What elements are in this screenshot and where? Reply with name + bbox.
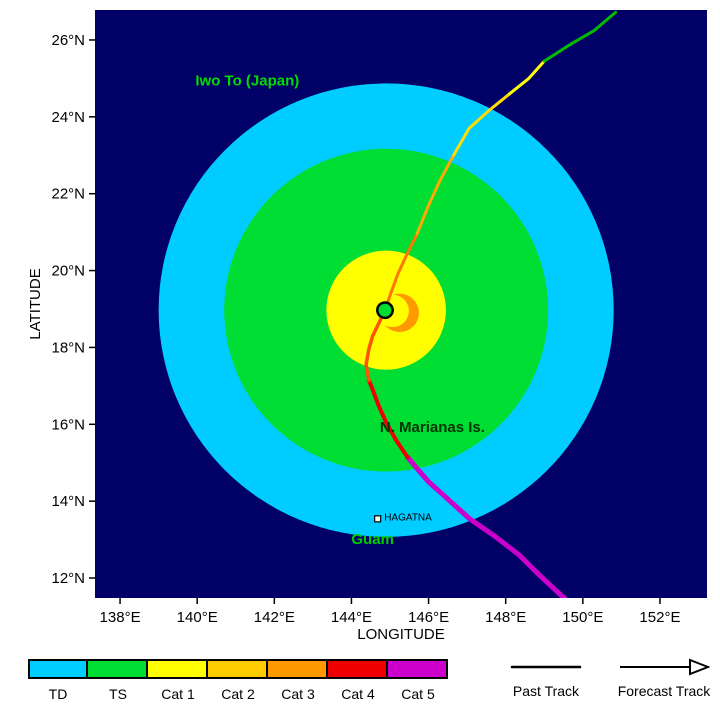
plot-area: Iwo To (Japan) N. Marianas Is. Guam HAGATNA <box>158 10 618 598</box>
map-label: HAGATNA <box>384 512 432 523</box>
legend-label: TS <box>109 686 127 702</box>
lon-tick-label: 152°E <box>639 609 680 626</box>
intensity-legend: TD TS Cat 1 Cat 2 Cat 3 Cat 4 Cat 5 Past Track… <box>0 645 720 710</box>
track-segment-cat5 <box>404 454 568 598</box>
lat-tick-label: 20°N <box>51 263 85 280</box>
lon-tick-label: 140°E <box>177 609 218 626</box>
track-segment-forecast-4 <box>508 59 546 96</box>
legend-label: Cat 4 <box>341 686 375 702</box>
legend-swatch <box>148 659 208 679</box>
x-axis-title: LONGITUDE <box>357 626 445 643</box>
lon-tick-label: 144°E <box>331 609 372 626</box>
track-segment-cat3 <box>364 308 387 382</box>
legend-label: TD <box>48 686 68 702</box>
forecast-track-legend: Forecast Track <box>612 657 716 699</box>
track-segment-forecast-1 <box>383 232 419 312</box>
intensity-color-bar: TD TS Cat 1 Cat 2 Cat 3 Cat 4 Cat 5 <box>28 659 448 702</box>
track-map: LATITUDE LONGITUDE Iwo To (Japan) N. Mari… <box>27 10 707 643</box>
storm-center-marker <box>376 301 394 320</box>
legend-label: Cat 2 <box>221 686 255 702</box>
legend-swatch <box>268 659 328 679</box>
legend-swatch <box>28 659 88 679</box>
lon-tick-label: 150°E <box>562 609 603 626</box>
legend-item-td: TD <box>28 659 88 702</box>
legend-swatch <box>208 659 268 679</box>
legend-item-cat-3: Cat 3 <box>268 659 328 702</box>
past-track-legend: Past Track <box>498 657 594 699</box>
legend-item-ts: TS <box>88 659 148 702</box>
forecast-track-arrow-icon <box>620 658 710 676</box>
lat-tick-label: 18°N <box>51 339 85 356</box>
legend-label: Cat 1 <box>161 686 195 702</box>
past-track-label: Past Track <box>512 683 580 699</box>
y-axis-title: LATITUDE <box>27 268 44 339</box>
legend-swatch <box>328 659 388 679</box>
map-label: Guam <box>351 531 394 548</box>
lon-tick-label: 142°E <box>254 609 295 626</box>
legend-label: Cat 5 <box>401 686 435 702</box>
legend-item-cat-5: Cat 5 <box>388 659 448 702</box>
map-label: N. Marianas Is. <box>380 419 485 436</box>
map-label: Iwo To (Japan) <box>195 72 299 89</box>
legend-swatch <box>88 659 148 679</box>
forecast-track-label: Forecast Track <box>617 683 711 699</box>
legend-label: Cat 3 <box>281 686 315 702</box>
legend-item-cat-2: Cat 2 <box>208 659 268 702</box>
lat-tick-label: 26°N <box>51 32 85 49</box>
legend-swatch <box>388 659 448 679</box>
lat-tick-label: 16°N <box>51 416 85 433</box>
lat-tick-label: 12°N <box>51 570 85 587</box>
legend-item-cat-1: Cat 1 <box>148 659 208 702</box>
track-segment-forecast-2 <box>415 153 456 236</box>
lat-tick-label: 22°N <box>51 186 85 203</box>
lon-tick-label: 148°E <box>485 609 526 626</box>
track-segment-cat4 <box>366 378 410 459</box>
legend-item-cat-4: Cat 4 <box>328 659 388 702</box>
track-segment-forecast-3 <box>452 92 512 157</box>
lat-tick-label: 14°N <box>51 493 85 510</box>
track-segment-forecast-5 <box>542 10 618 63</box>
lon-tick-label: 146°E <box>408 609 449 626</box>
lat-tick-label: 24°N <box>51 109 85 126</box>
past-track-line-icon <box>510 665 582 669</box>
lon-tick-label: 138°E <box>100 609 141 626</box>
hagatna-city-marker <box>374 515 382 523</box>
